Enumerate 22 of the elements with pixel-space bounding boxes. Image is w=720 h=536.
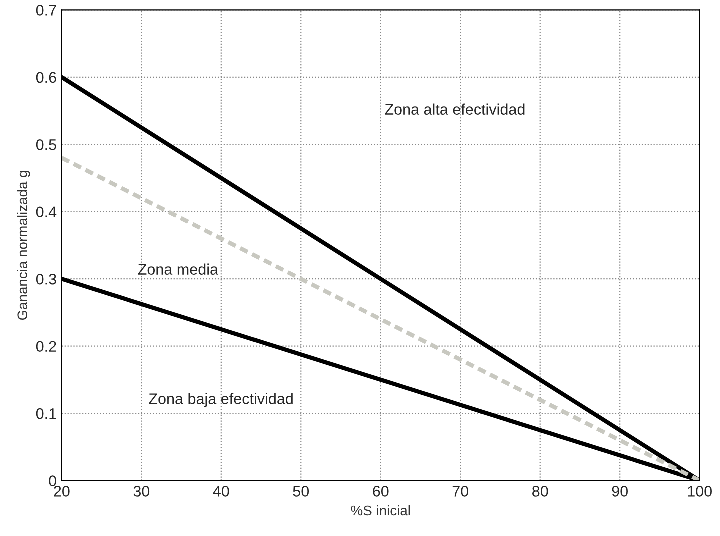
annotation: Zona media: [138, 264, 219, 275]
x-tick-label: 30: [134, 486, 150, 497]
x-tick-label: 60: [373, 486, 389, 497]
x-tick-label: 70: [452, 486, 469, 497]
x-tick-label: 20: [54, 486, 70, 497]
y-axis-title: Ganancia normalizada g: [17, 171, 30, 320]
y-tick-label: 0: [49, 476, 56, 486]
y-tick-label: 0.4: [36, 206, 57, 218]
y-tick-label: 0.1: [36, 408, 56, 420]
x-tick-label: 100: [688, 486, 712, 497]
y-tick-label: 0.5: [36, 140, 56, 150]
y-tick-label: 0.2: [36, 341, 56, 352]
annotation: Zona baja efectividad: [149, 393, 293, 408]
x-tick-label: 40: [213, 486, 230, 497]
x-tick-label: 90: [612, 486, 628, 497]
annotation: Zona alta efectividad: [385, 104, 525, 115]
y-tick-label: 0.3: [36, 274, 56, 285]
x-axis-title: %S inicial: [351, 505, 410, 516]
y-tick-label: 0.7: [36, 5, 56, 16]
x-tick-label: 80: [532, 486, 548, 497]
x-tick-label: 50: [293, 486, 310, 497]
y-tick-label: 0.6: [36, 72, 56, 84]
